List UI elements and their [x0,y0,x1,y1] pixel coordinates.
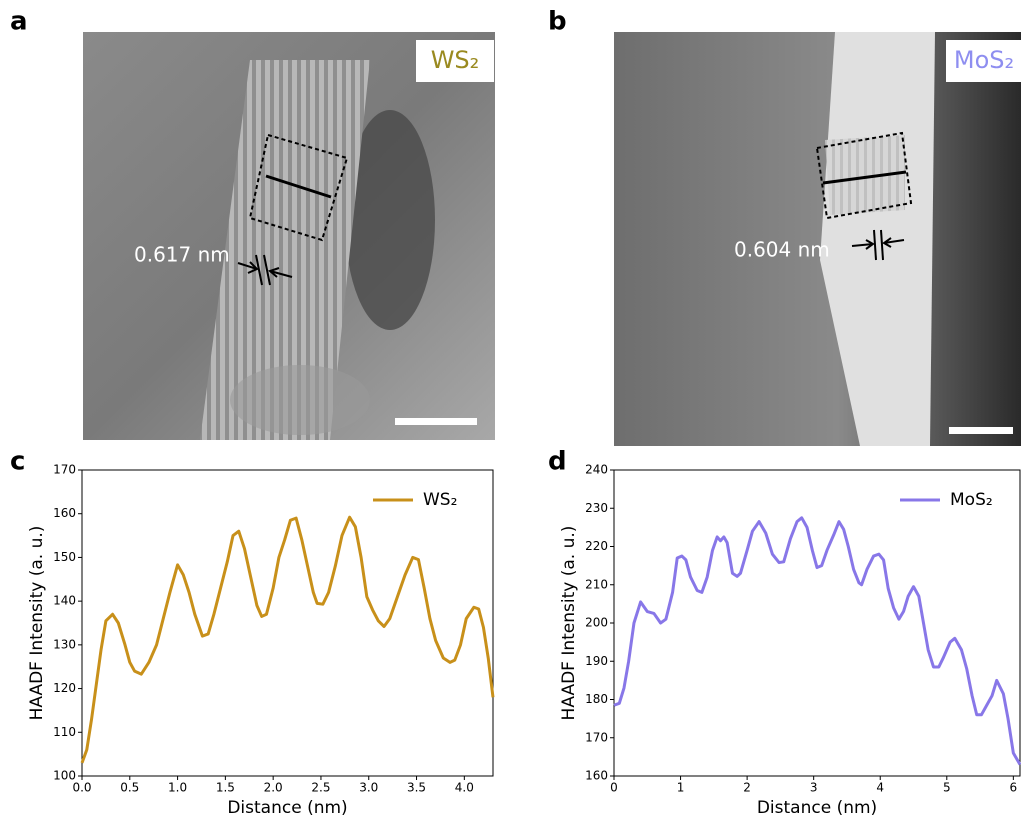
plot-frame [81,469,494,777]
spacing-label: 0.617 nm [134,243,230,267]
x-tick-label: 1.5 [216,781,235,795]
material-label: WS₂ [431,46,480,74]
y-tick-label: 220 [585,539,608,553]
y-axis-label: HAADF Intensity (a. u.) [559,526,579,721]
x-tick-label: 1.0 [168,781,187,795]
x-tick-label: 0.0 [72,781,91,795]
micrograph-b [614,32,1021,446]
y-tick-label: 160 [53,506,76,520]
y-tick-label: 120 [53,681,76,695]
y-tick-label: 240 [585,463,608,477]
spacing-label: 0.604 nm [734,238,830,262]
x-tick-label: 2.5 [311,781,330,795]
x-axis-label: Distance (nm) [757,798,877,818]
x-tick-label: 2.0 [264,781,283,795]
legend-label: MoS₂ [950,490,993,510]
x-tick-label: 5 [943,781,951,795]
x-axis-label: Distance (nm) [227,798,347,818]
x-tick-label: 3.0 [359,781,378,795]
panel-letter: b [548,7,567,37]
legend-label: WS₂ [423,490,457,510]
y-tick-label: 130 [53,637,76,651]
panel-letter: a [10,7,28,37]
y-tick-label: 140 [53,594,76,608]
panel-letter: c [10,447,25,477]
y-axis-label: HAADF Intensity (a. u.) [27,526,47,721]
y-tick-label: 170 [585,730,608,744]
x-tick-label: 1 [677,781,685,795]
y-tick-label: 170 [53,463,76,477]
data-line [613,516,1021,766]
micrograph-a [83,32,495,440]
y-tick-label: 150 [53,550,76,564]
y-tick-label: 190 [585,654,608,668]
x-tick-label: 0 [610,781,618,795]
y-tick-label: 180 [585,692,608,706]
data-line [80,515,495,764]
y-tick-label: 110 [53,725,76,739]
x-tick-label: 2 [743,781,751,795]
y-tick-label: 100 [53,769,76,783]
material-label: MoS₂ [954,46,1014,74]
x-tick-label: 4.0 [455,781,474,795]
x-tick-label: 3.5 [407,781,426,795]
y-tick-label: 200 [585,616,608,630]
x-tick-label: 4 [876,781,884,795]
x-tick-label: 6 [1010,781,1018,795]
y-tick-label: 160 [585,769,608,783]
y-tick-label: 210 [585,577,608,591]
x-tick-label: 3 [810,781,818,795]
panel-letter: d [548,447,567,477]
plot-frame [613,469,1021,777]
y-tick-label: 230 [585,501,608,515]
x-tick-label: 0.5 [120,781,139,795]
